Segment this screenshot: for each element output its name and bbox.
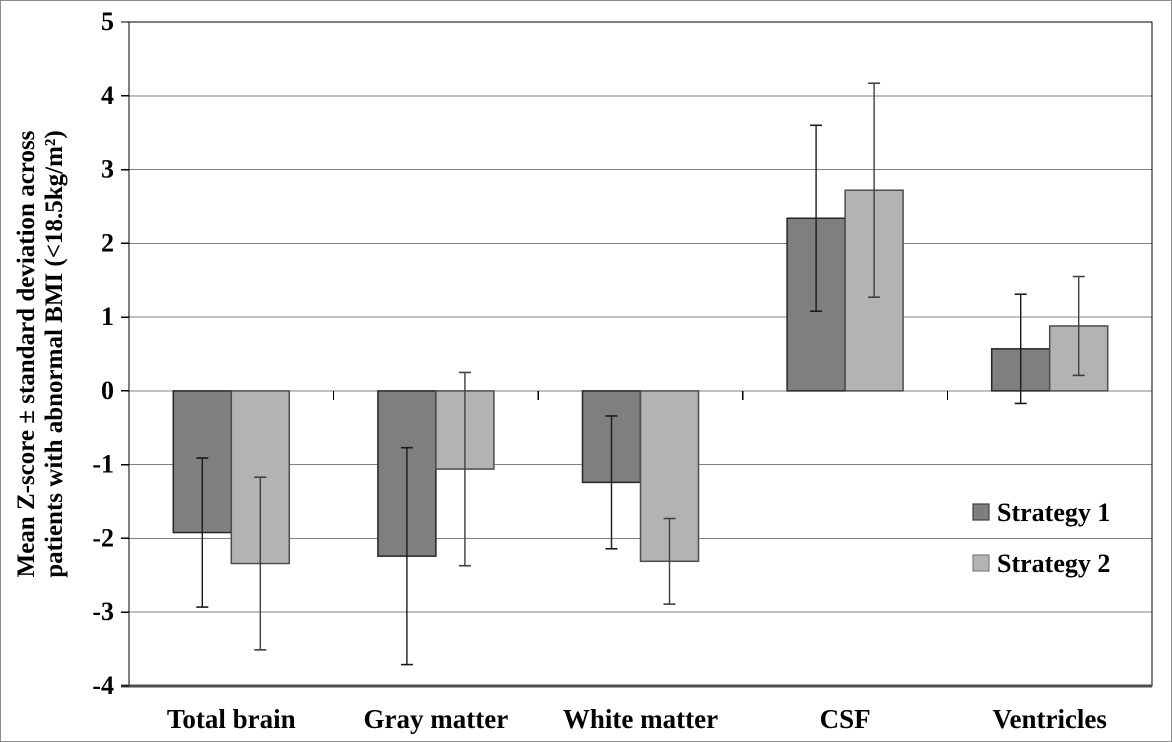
legend-swatch-strategy-2 xyxy=(972,554,990,572)
y-axis-title-line-1: Mean Z-score ± standard deviation across xyxy=(13,130,40,577)
y-tick-label-1: 1 xyxy=(101,302,114,331)
y-tick-label-0: 0 xyxy=(101,376,114,405)
x-label-white-matter: White matter xyxy=(563,704,718,734)
y-axis-title-line-2: patients with abnormal BMI (<18.5kg/m²) xyxy=(41,130,68,577)
legend-label-strategy-1: Strategy 1 xyxy=(997,498,1110,527)
x-label-csf: CSF xyxy=(820,704,871,734)
legend-label-strategy-2: Strategy 2 xyxy=(997,549,1110,578)
y-tick-label--1: -1 xyxy=(92,450,114,479)
legend-swatch-strategy-1 xyxy=(972,503,990,521)
y-tick-label-3: 3 xyxy=(101,155,114,184)
x-label-ventricles: Ventricles xyxy=(992,704,1106,734)
y-tick-label-5: 5 xyxy=(101,7,114,36)
y-tick-label--3: -3 xyxy=(92,597,114,626)
y-tick-label--4: -4 xyxy=(92,671,114,700)
x-label-gray-matter: Gray matter xyxy=(364,704,509,734)
x-label-total-brain: Total brain xyxy=(167,704,296,734)
y-tick-label-4: 4 xyxy=(101,81,114,110)
y-tick-label-2: 2 xyxy=(101,228,114,257)
y-tick-label--2: -2 xyxy=(92,523,114,552)
